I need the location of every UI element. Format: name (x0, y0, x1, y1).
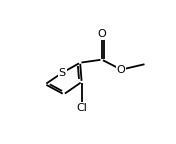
Text: O: O (98, 29, 106, 39)
Text: Cl: Cl (76, 103, 87, 113)
Text: O: O (117, 65, 125, 75)
Text: S: S (59, 68, 66, 78)
